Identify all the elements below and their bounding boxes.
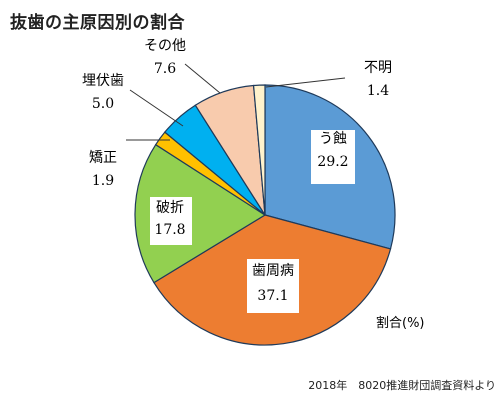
leader-line-unknown — [265, 77, 346, 88]
slice-value-fracture: 17.8 — [154, 222, 185, 238]
slice-value-caries: 29.2 — [317, 154, 348, 170]
source-note: 2018年 8020推進財団調査資料より — [308, 379, 496, 392]
slice-value-impacted: 5.0 — [92, 96, 114, 112]
slice-label-impacted: 埋伏歯 — [82, 73, 124, 89]
slice-label-unknown: 不明 — [364, 60, 392, 76]
slice-value-periodontal: 37.1 — [257, 288, 288, 304]
slice-value-unknown: 1.4 — [367, 83, 389, 99]
label-box-fracture — [150, 197, 192, 245]
slice-value-other: 7.6 — [154, 61, 176, 77]
slice-label-periodontal: 歯周病 — [252, 263, 294, 279]
slice-value-orthodontic: 1.9 — [92, 173, 114, 189]
slice-label-other: その他 — [144, 38, 186, 54]
chart-title: 抜歯の主原因別の割合 — [10, 13, 185, 33]
slice-label-fracture: 破折 — [156, 200, 184, 216]
leader-line-impacted — [129, 89, 184, 127]
unit-label: 割合(%) — [376, 315, 425, 331]
pie-slice-unknown — [252, 84, 266, 216]
leader-line-other — [184, 63, 221, 94]
label-box-caries — [311, 130, 355, 184]
label-box-periodontal — [247, 259, 299, 313]
slice-label-caries: う蝕 — [319, 130, 347, 147]
pie-slice-fracture — [134, 143, 267, 284]
slice-label-orthodontic: 矯正 — [89, 150, 117, 166]
